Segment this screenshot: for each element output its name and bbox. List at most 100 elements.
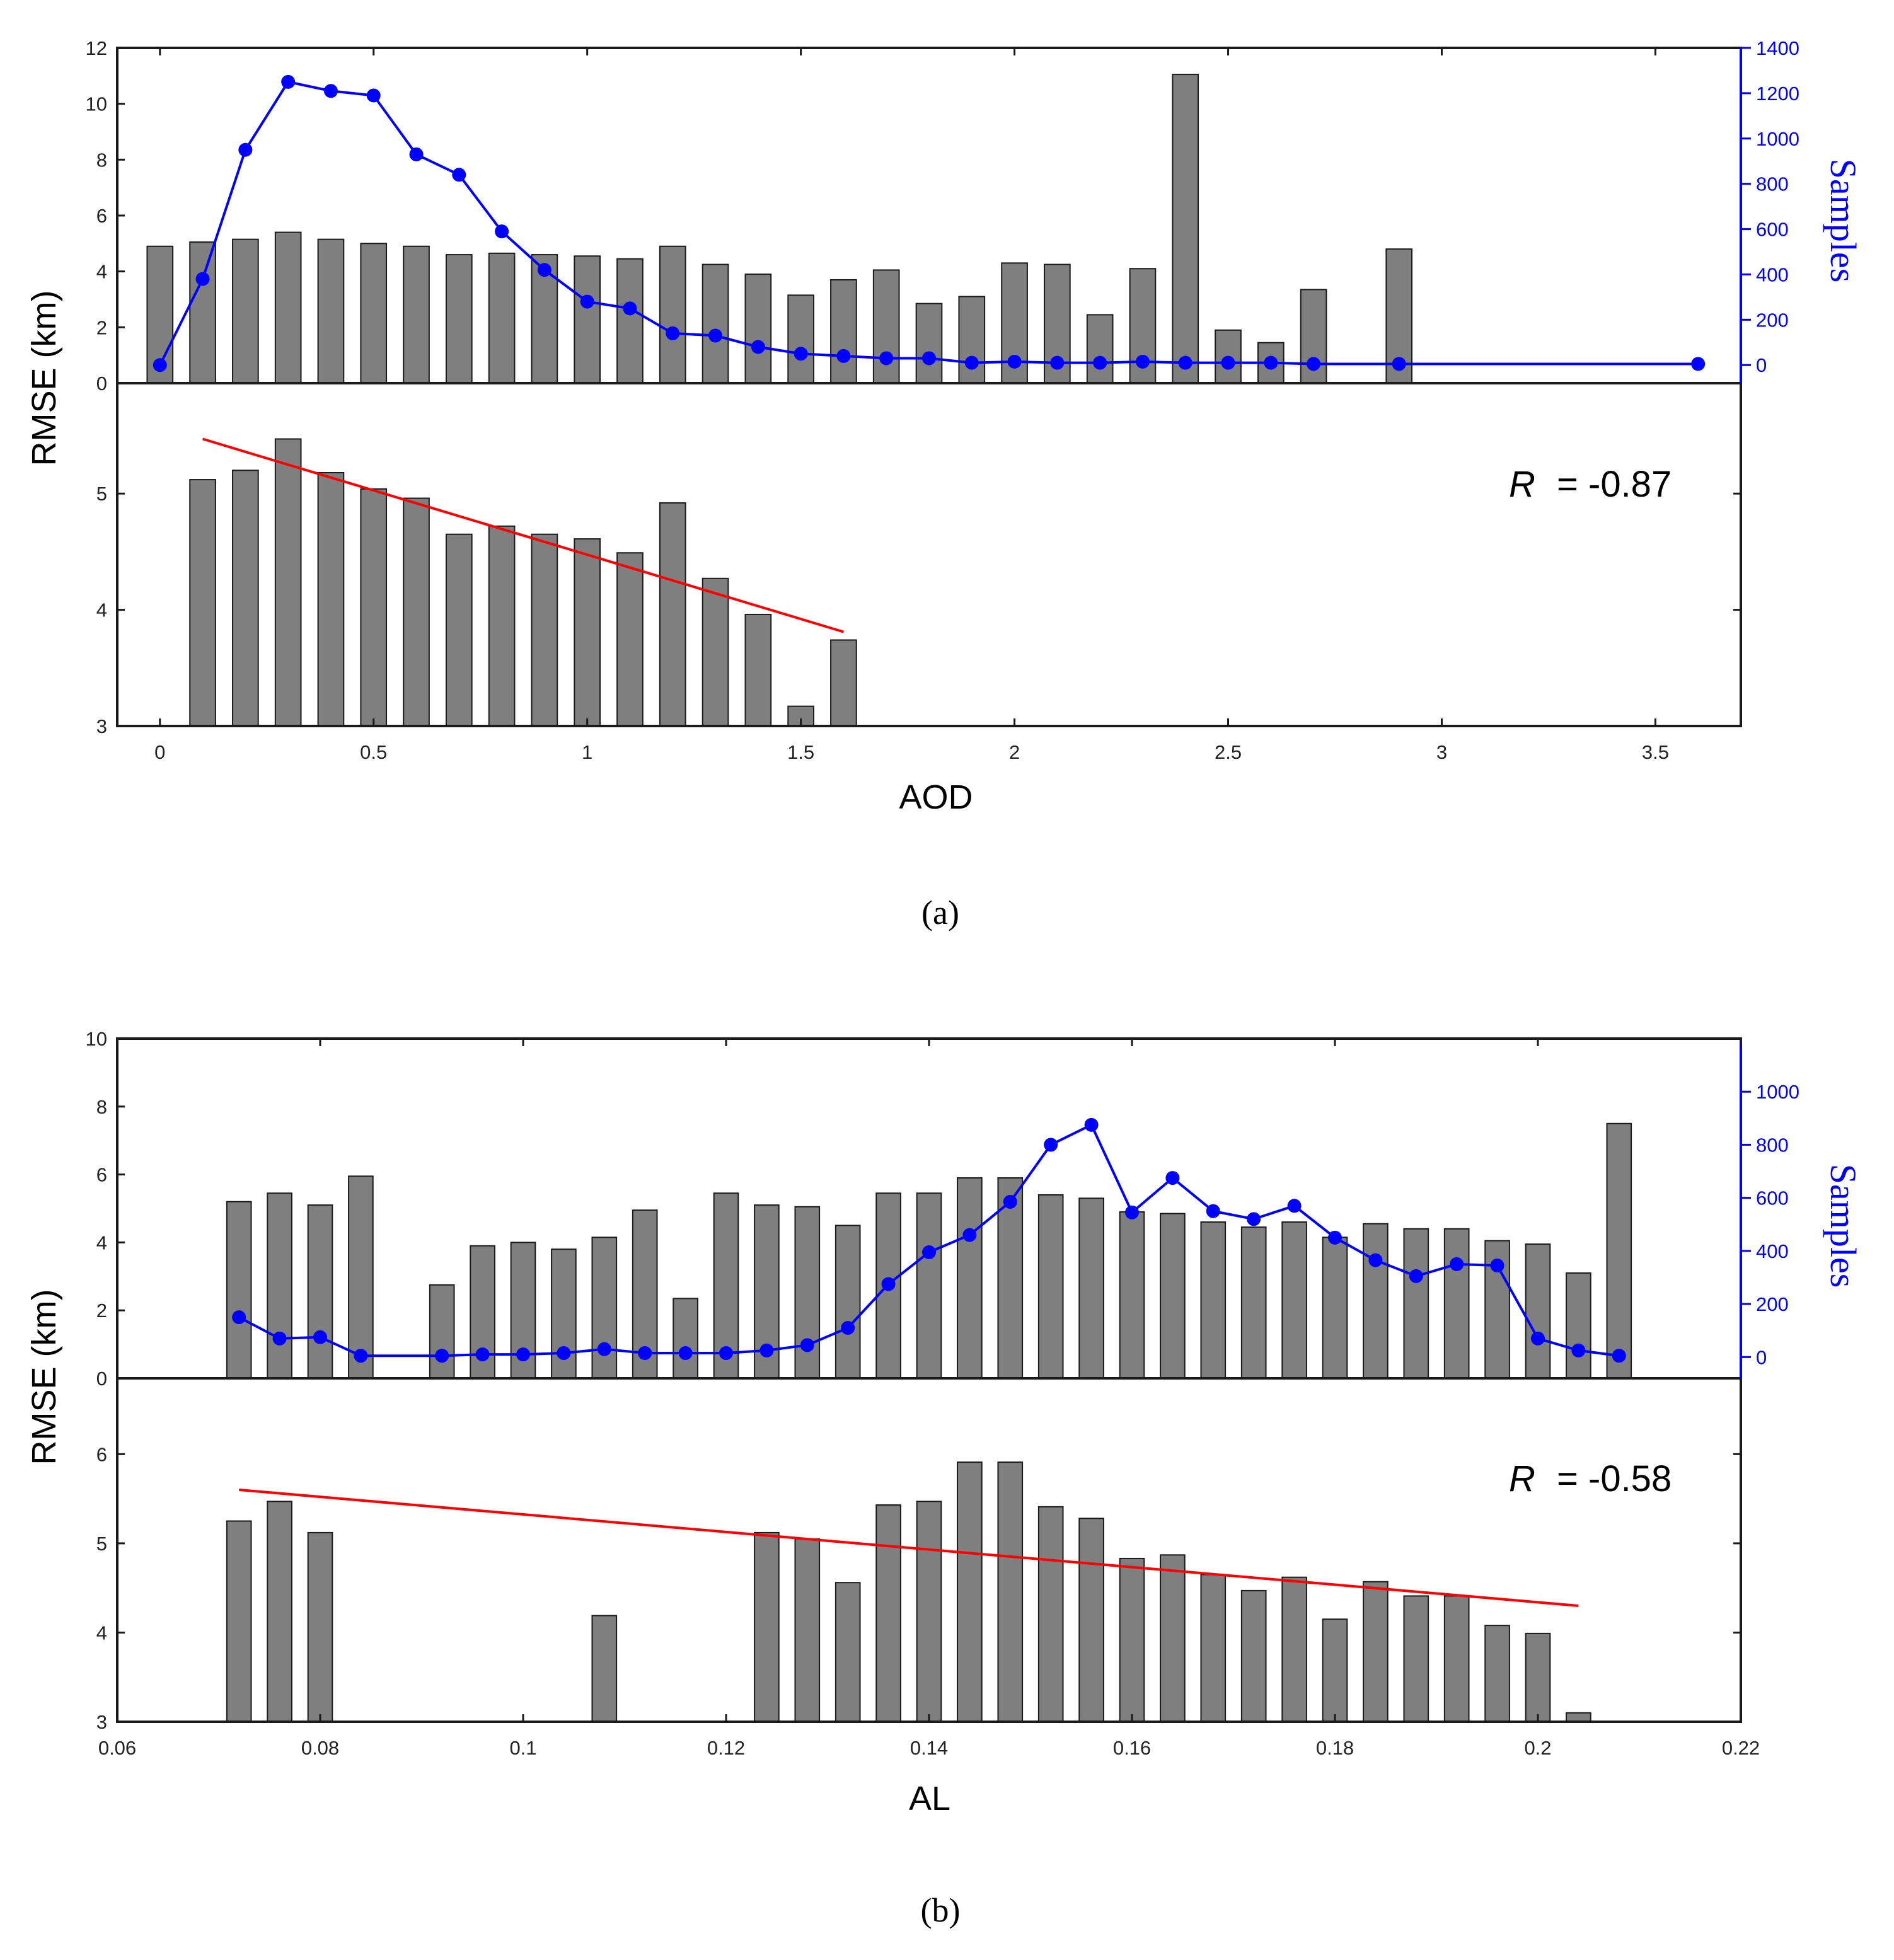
bottom-y-tick-label-b-3: 6 xyxy=(96,1443,107,1465)
top-bar-a-4 xyxy=(317,238,345,384)
top-bar-b-10 xyxy=(673,1298,698,1379)
samples-series-b xyxy=(232,1117,1626,1363)
top-bar-a-11 xyxy=(616,258,644,384)
samples-point-a-28 xyxy=(1392,357,1406,371)
samples-point-b-25 xyxy=(1287,1199,1302,1213)
xlabel-b: AL xyxy=(909,1780,950,1818)
top-y-tick-label-b-1: 2 xyxy=(96,1300,107,1322)
bottom-bar-a-4 xyxy=(360,488,388,727)
top-y-tick-label-a-1: 2 xyxy=(96,316,107,338)
top-bar-a-17 xyxy=(872,269,900,384)
fit-line-a xyxy=(202,437,844,633)
samples-point-b-27 xyxy=(1368,1253,1383,1267)
ylabel-b: RMSE (km) xyxy=(25,1289,63,1465)
top-bar-b-14 xyxy=(834,1225,861,1379)
samples-point-b-26 xyxy=(1328,1230,1342,1245)
bottom-bar-b-23 xyxy=(1525,1632,1551,1723)
panel-b: 0.06 0.08 0.1 0.12 0.14 0.16 0.18 0.2 0.22 0 2 4 6 8 1… xyxy=(25,1028,1864,1929)
samples-point-b-23 xyxy=(1206,1204,1220,1218)
top-y-tick-label-b-4: 8 xyxy=(96,1096,107,1118)
bottom-bar-b-20 xyxy=(1403,1595,1429,1722)
caption-b: (b) xyxy=(921,1891,961,1929)
samples-point-b-11 xyxy=(719,1346,733,1360)
y2-tick-label-b-2: 400 xyxy=(1756,1240,1789,1262)
top-bar-a-1 xyxy=(189,241,216,384)
bottom-bar-b-1 xyxy=(267,1501,292,1722)
bottom-bar-b-21 xyxy=(1443,1595,1470,1722)
bottom-bar-b-24 xyxy=(1566,1712,1591,1723)
top-bar-b-13 xyxy=(794,1206,821,1380)
top-bar-b-19 xyxy=(1037,1194,1064,1379)
top-bar-b-24 xyxy=(1240,1226,1267,1380)
x-tick-label-a-6: 3 xyxy=(1436,741,1447,763)
x-tick-label-a-0: 0 xyxy=(154,741,165,763)
top-bar-b-17 xyxy=(957,1177,983,1379)
bottom-y-tick-label-a-1: 4 xyxy=(96,599,107,621)
y2-tick-label-a-4: 800 xyxy=(1756,173,1789,195)
x-tick-label-a-1: 0.5 xyxy=(360,741,387,763)
r-symbol-a: R xyxy=(1509,464,1535,505)
caption-a: (a) xyxy=(921,894,959,931)
samples-point-b-18 xyxy=(1003,1194,1017,1209)
samples-point-b-13 xyxy=(800,1338,814,1352)
x-tick-label-b-4: 0.14 xyxy=(910,1737,948,1759)
x-tick-label-a-3: 1.5 xyxy=(787,741,814,763)
samples-point-b-24 xyxy=(1247,1212,1261,1226)
samples-point-b-5 xyxy=(475,1347,490,1362)
bottom-bar-a-2 xyxy=(274,438,302,727)
y2-tick-label-a-2: 400 xyxy=(1756,263,1789,285)
bottom-bar-a-1 xyxy=(232,470,259,727)
samples-series-a xyxy=(153,74,1706,372)
top-bar-a-7 xyxy=(445,254,473,384)
x-tick-label-b-6: 0.18 xyxy=(1316,1737,1354,1759)
top-bar-b-8 xyxy=(591,1237,618,1379)
samples-point-b-32 xyxy=(1571,1343,1586,1358)
top-y-tick-label-b-3: 6 xyxy=(96,1164,107,1186)
bottom-y-tick-label-a-0: 3 xyxy=(96,715,107,737)
bottom-bar-b-16 xyxy=(1240,1589,1267,1723)
top-bar-a-6 xyxy=(403,245,430,384)
samples-point-a-17 xyxy=(879,351,894,366)
y2-tick-label-a-1: 200 xyxy=(1756,309,1789,331)
samples-point-b-4 xyxy=(435,1349,449,1363)
y2-tick-label-b-3: 600 xyxy=(1756,1187,1789,1209)
samples-point-b-12 xyxy=(759,1343,774,1358)
bottom-bar-b-13 xyxy=(1119,1557,1145,1722)
samples-point-a-11 xyxy=(623,301,637,316)
samples-point-a-15 xyxy=(794,347,808,361)
top-bar-b-32 xyxy=(1566,1272,1591,1380)
top-bar-a-19 xyxy=(958,296,986,384)
bottom-bar-b-3 xyxy=(591,1615,618,1722)
bottom-bar-a-15 xyxy=(830,639,857,727)
samples-point-a-7 xyxy=(452,168,466,182)
samples-point-a-4 xyxy=(323,84,338,98)
r-symbol-b: R xyxy=(1509,1458,1535,1499)
y2-tick-label-a-7: 1400 xyxy=(1756,37,1799,59)
samples-point-b-28 xyxy=(1409,1269,1423,1283)
top-bar-b-20 xyxy=(1078,1197,1104,1379)
samples-line-a xyxy=(158,80,1699,366)
x-tick-label-b-0: 0.06 xyxy=(98,1737,136,1759)
samples-point-a-18 xyxy=(922,351,936,366)
top-bar-a-5 xyxy=(360,243,388,384)
x-tick-label-b-2: 0.1 xyxy=(509,1737,536,1759)
samples-point-a-8 xyxy=(495,224,509,239)
bottom-bar-b-15 xyxy=(1200,1574,1227,1722)
x-tick-label-b-1: 0.08 xyxy=(301,1737,339,1759)
top-bar-a-22 xyxy=(1086,314,1114,384)
top-bar-b-28 xyxy=(1403,1228,1429,1379)
top-y-tick-label-a-6: 12 xyxy=(86,37,107,59)
bottom-bar-a-9 xyxy=(574,538,601,727)
top-bar-a-18 xyxy=(915,303,943,384)
bottom-bar-a-6 xyxy=(445,533,473,727)
x-tick-label-a-5: 2.5 xyxy=(1215,741,1242,763)
top-bar-a-8 xyxy=(488,252,516,384)
samples-point-b-33 xyxy=(1612,1349,1626,1363)
samples-point-a-24 xyxy=(1178,355,1192,370)
bottom-bar-b-10 xyxy=(997,1461,1024,1722)
fit-line-b xyxy=(239,1488,1579,1607)
y2-tick-label-a-6: 1200 xyxy=(1756,83,1799,105)
samples-point-b-21 xyxy=(1125,1205,1139,1219)
top-bar-b-2 xyxy=(307,1204,333,1379)
bottom-bar-b-0 xyxy=(226,1520,252,1722)
